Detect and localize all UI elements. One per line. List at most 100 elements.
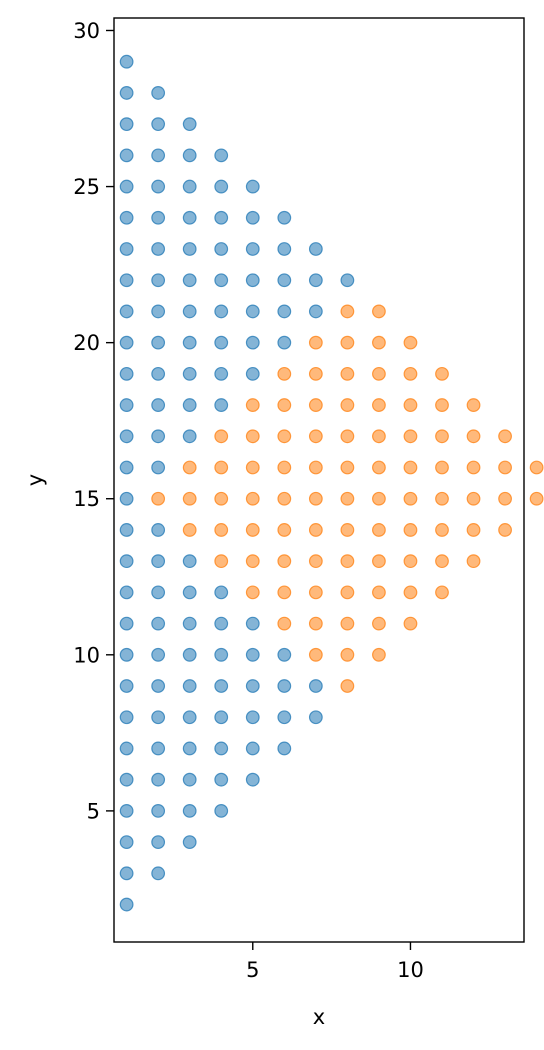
data-point-blue <box>214 585 229 600</box>
data-point-orange <box>245 460 260 475</box>
data-point-blue <box>119 647 134 662</box>
data-point-orange <box>340 304 355 319</box>
data-point-blue <box>182 304 197 319</box>
data-point-orange <box>372 647 386 662</box>
data-point-orange <box>214 491 229 506</box>
data-point-orange <box>529 491 544 506</box>
data-point-orange <box>277 554 292 569</box>
data-point-orange <box>308 460 323 475</box>
data-point-blue <box>119 460 134 475</box>
data-point-blue <box>277 242 292 256</box>
data-point-blue <box>214 710 229 725</box>
data-point-blue <box>182 179 197 194</box>
data-point-orange <box>372 585 386 600</box>
data-point-blue <box>277 647 292 662</box>
data-point-blue <box>119 210 134 225</box>
data-point-blue <box>245 616 260 631</box>
data-point-orange <box>372 460 386 475</box>
data-point-blue <box>245 304 260 319</box>
x-tick-label: 10 <box>397 958 424 982</box>
data-point-blue <box>151 741 166 756</box>
data-point-blue <box>245 179 260 194</box>
data-point-blue <box>182 148 197 163</box>
data-point-blue <box>119 585 134 600</box>
data-point-blue <box>119 710 134 725</box>
data-point-orange <box>498 491 512 506</box>
data-point-orange <box>403 585 418 600</box>
data-point-orange <box>340 491 355 506</box>
data-point-blue <box>119 866 134 881</box>
data-point-blue <box>151 585 166 600</box>
data-point-orange <box>340 679 355 693</box>
data-point-orange <box>372 398 386 412</box>
data-point-orange <box>340 554 355 569</box>
data-point-orange <box>403 366 418 381</box>
data-point-blue <box>182 210 197 225</box>
data-point-orange <box>403 616 418 631</box>
data-point-blue <box>308 242 323 256</box>
data-point-orange <box>466 398 481 412</box>
data-point-blue <box>151 710 166 725</box>
data-point-blue <box>119 398 134 412</box>
data-point-orange <box>308 429 323 444</box>
data-point-orange <box>245 554 260 569</box>
data-point-orange <box>435 460 449 475</box>
data-point-orange <box>245 523 260 537</box>
data-point-orange <box>372 616 386 631</box>
data-point-orange <box>372 335 386 350</box>
data-point-orange <box>466 491 481 506</box>
data-point-orange <box>245 429 260 444</box>
x-axis-ticks: 5 10 <box>246 942 424 982</box>
data-point-blue <box>119 335 134 350</box>
data-point-orange <box>308 616 323 631</box>
data-point-blue <box>214 335 229 350</box>
data-point-blue <box>308 710 323 725</box>
data-point-blue <box>119 803 134 818</box>
data-point-orange <box>308 366 323 381</box>
data-point-blue <box>245 210 260 225</box>
data-point-orange <box>498 523 512 537</box>
data-point-blue <box>214 273 229 288</box>
data-point-orange <box>214 523 229 537</box>
data-point-blue <box>151 242 166 256</box>
data-point-blue <box>151 304 166 319</box>
data-point-blue <box>182 554 197 569</box>
data-point-orange <box>372 429 386 444</box>
data-point-orange <box>245 585 260 600</box>
data-point-blue <box>308 273 323 288</box>
data-point-blue <box>214 741 229 756</box>
data-point-orange <box>340 398 355 412</box>
data-point-blue <box>182 366 197 381</box>
data-point-orange <box>308 554 323 569</box>
data-point-orange <box>277 585 292 600</box>
data-point-blue <box>182 803 197 818</box>
data-point-orange <box>403 523 418 537</box>
data-point-orange <box>372 554 386 569</box>
data-point-blue <box>277 273 292 288</box>
data-point-orange <box>403 335 418 350</box>
data-point-blue <box>119 148 134 163</box>
data-point-blue <box>245 366 260 381</box>
data-point-blue <box>119 117 134 132</box>
y-tick-label: 5 <box>87 799 100 823</box>
data-point-blue <box>182 741 197 756</box>
data-point-orange <box>340 647 355 662</box>
data-point-blue <box>151 366 166 381</box>
data-point-blue <box>119 523 134 537</box>
data-point-blue <box>245 273 260 288</box>
data-point-blue <box>119 242 134 256</box>
data-point-orange <box>403 554 418 569</box>
data-point-blue <box>119 616 134 631</box>
data-point-blue <box>151 335 166 350</box>
data-point-blue <box>214 304 229 319</box>
data-point-blue <box>182 616 197 631</box>
data-point-orange <box>435 398 449 412</box>
data-point-blue <box>151 647 166 662</box>
data-point-orange <box>435 366 449 381</box>
data-point-orange <box>372 304 386 319</box>
data-point-orange <box>308 585 323 600</box>
data-point-blue <box>182 679 197 693</box>
x-tick-label: 5 <box>246 958 259 982</box>
data-point-blue <box>119 86 134 100</box>
